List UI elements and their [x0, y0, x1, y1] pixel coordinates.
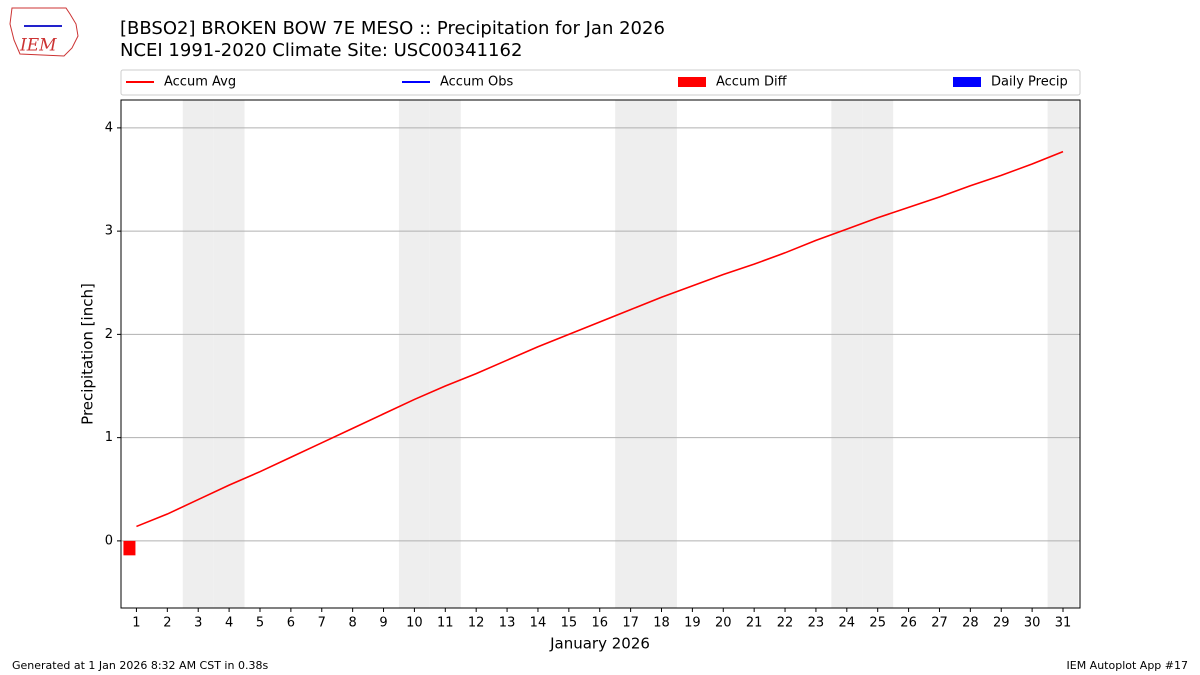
weekend-band	[213, 100, 245, 608]
legend-box	[120, 69, 1081, 96]
x-tick-label: 25	[869, 616, 886, 631]
x-tick-label: 14	[530, 616, 547, 631]
legend-label: Accum Diff	[716, 75, 788, 90]
weekend-band	[1047, 100, 1079, 608]
x-tick-label: 12	[468, 616, 485, 631]
x-tick-label: 30	[1024, 616, 1041, 631]
y-tick-label: 1	[105, 430, 113, 445]
x-tick-label: 8	[349, 616, 357, 631]
weekend-band	[182, 100, 214, 608]
x-tick-label: 1	[132, 616, 140, 631]
legend-swatch	[678, 77, 706, 87]
weekend-band	[615, 100, 647, 608]
logo: IEM	[9, 7, 79, 57]
footer-left: Generated at 1 Jan 2026 8:32 AM CST in 0…	[12, 659, 268, 672]
x-tick-label: 7	[318, 616, 326, 631]
x-tick-label: 6	[287, 616, 295, 631]
chart-title: [BBSO2] BROKEN BOW 7E MESO :: Precipitat…	[120, 18, 665, 39]
x-tick-label: 31	[1055, 616, 1072, 631]
plot-frame	[120, 99, 1081, 609]
x-tick-label: 11	[437, 616, 454, 631]
x-tick-label: 18	[653, 616, 670, 631]
x-axis-label: January 2026	[549, 635, 650, 653]
x-tick-label: 20	[715, 616, 732, 631]
x-tick-label: 17	[622, 616, 639, 631]
series-line	[136, 150, 1064, 528]
x-tick-label: 10	[406, 616, 423, 631]
footer-right: IEM Autoplot App #17	[1067, 659, 1189, 672]
x-tick-label: 13	[499, 616, 516, 631]
x-tick-label: 9	[379, 616, 387, 631]
chart-subtitle: NCEI 1991-2020 Climate Site: USC00341162	[120, 40, 522, 61]
x-tick-label: 24	[839, 616, 856, 631]
y-tick-label: 2	[105, 327, 113, 342]
legend-label: Daily Precip	[991, 75, 1068, 90]
y-tick-label: 3	[105, 224, 113, 239]
logo-outline	[9, 7, 79, 57]
x-tick-label: 2	[163, 616, 171, 631]
legend-label: Accum Avg	[164, 75, 236, 90]
x-tick-label: 23	[808, 616, 825, 631]
weekend-band	[831, 100, 863, 608]
x-tick-label: 19	[684, 616, 701, 631]
x-tick-label: 16	[591, 616, 608, 631]
x-tick-label: 5	[256, 616, 264, 631]
x-tick-label: 3	[194, 616, 202, 631]
x-tick-label: 29	[993, 616, 1010, 631]
x-tick-label: 26	[900, 616, 917, 631]
logo-text: IEM	[19, 36, 57, 56]
weekend-band	[398, 100, 430, 608]
x-tick-label: 27	[931, 616, 948, 631]
weekend-band	[429, 100, 461, 608]
x-tick-label: 21	[746, 616, 763, 631]
x-tick-label: 4	[225, 616, 233, 631]
x-tick-label: 15	[561, 616, 578, 631]
y-tick-label: 4	[105, 120, 113, 135]
weekend-band	[646, 100, 677, 608]
weekend-band	[862, 100, 894, 608]
x-tick-label: 28	[962, 616, 979, 631]
legend-label: Accum Obs	[440, 75, 513, 90]
x-tick-label: 22	[777, 616, 794, 631]
legend-swatch	[953, 77, 981, 87]
bar	[123, 540, 136, 556]
y-tick-label: 0	[105, 533, 113, 548]
y-axis-label: Precipitation [inch]	[79, 283, 97, 425]
